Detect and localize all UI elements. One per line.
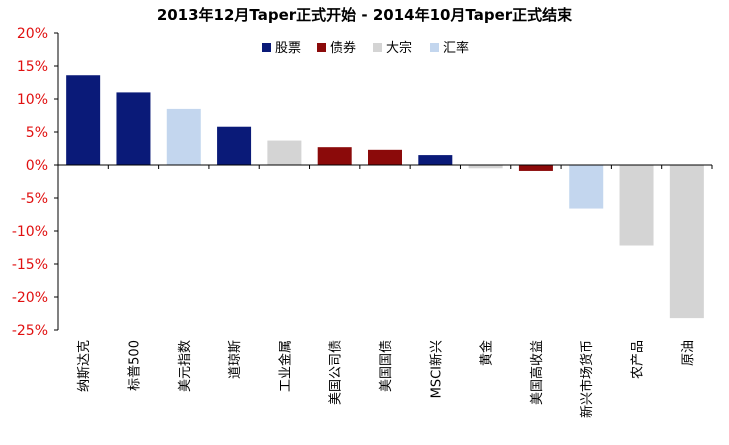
x-tick-label: 农产品 — [631, 340, 646, 379]
x-tick-label: 美国高收益 — [529, 340, 545, 405]
bar-1 — [66, 75, 101, 165]
bar-3 — [166, 108, 201, 165]
bar-9 — [468, 165, 503, 169]
x-tick-label: 美元指数 — [178, 340, 193, 392]
legend-swatch — [430, 43, 439, 52]
y-tick-label: -20% — [12, 290, 48, 306]
y-tick-label: -25% — [12, 323, 48, 339]
x-tick-label: 美国国债 — [379, 340, 394, 392]
y-tick-label: -5% — [21, 191, 48, 207]
y-tick-label: -15% — [12, 257, 48, 273]
y-tick-label: 15% — [17, 59, 48, 75]
y-tick-label: 5% — [26, 125, 48, 141]
chart-title: 2013年12月Taper正式开始 - 2014年10月Taper正式结束 — [156, 6, 573, 24]
x-tick-label: 新兴市场货币 — [579, 340, 595, 418]
y-tick-label: -10% — [12, 224, 48, 240]
bar-4 — [217, 126, 252, 165]
bar-8 — [418, 155, 453, 165]
legend-swatch — [373, 43, 382, 52]
x-tick-label: 纳斯达克 — [77, 340, 92, 392]
legend-swatch — [262, 43, 271, 52]
x-tick-label: 道琼斯 — [228, 340, 243, 379]
x-tick-label: 美国公司债 — [329, 340, 344, 405]
legend-label: 股票 — [275, 41, 301, 56]
y-tick-label: 10% — [17, 92, 48, 108]
bar-7 — [368, 149, 402, 165]
y-tick-label: 20% — [17, 26, 48, 42]
bar-2 — [116, 92, 151, 165]
x-tick-label: 工业金属 — [277, 340, 293, 392]
x-tick-label: MSCI新兴 — [428, 340, 444, 398]
bar-10 — [518, 165, 553, 171]
legend-label: 债券 — [330, 40, 356, 56]
bar-12 — [619, 165, 654, 246]
legend-label: 大宗 — [386, 40, 412, 56]
y-tick-label: 0% — [26, 158, 48, 174]
x-tick-label: 标普500 — [127, 340, 142, 391]
bar-13 — [669, 165, 704, 319]
x-tick-label: 黄金 — [479, 340, 495, 366]
x-tick-label: 原油 — [681, 340, 696, 366]
bar-5 — [267, 140, 302, 165]
bar-6 — [317, 147, 352, 165]
bar-11 — [569, 165, 604, 209]
legend-label: 汇率 — [443, 40, 469, 56]
legend-swatch — [317, 43, 326, 52]
